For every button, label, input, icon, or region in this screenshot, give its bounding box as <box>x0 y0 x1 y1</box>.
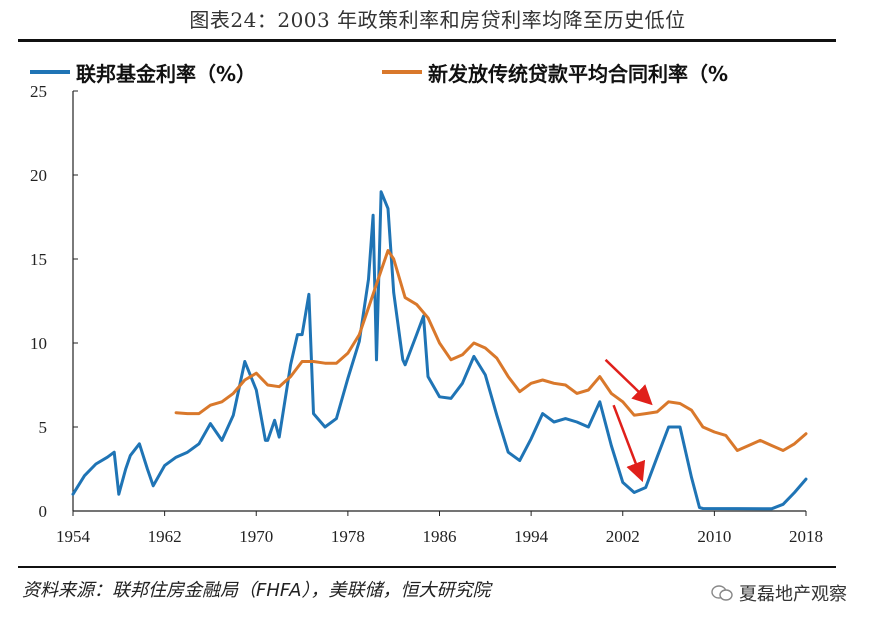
x-tick-label: 2010 <box>697 527 731 546</box>
y-tick-label: 15 <box>30 250 47 269</box>
chart-axes: 0 5 10 15 20 25 1954 1962 1970 1978 1986 1994 2002 20… <box>30 82 823 546</box>
chart-series <box>71 190 808 511</box>
legend-swatch-fed-funds <box>30 70 70 74</box>
legend-item-fed-funds: 联邦基金利率（%） <box>30 58 256 86</box>
legend-swatch-mortgage <box>382 70 422 74</box>
y-tick-label: 20 <box>30 166 47 185</box>
x-tick-label: 1986 <box>423 527 457 546</box>
title-rule <box>18 39 836 42</box>
x-tick-label: 1970 <box>239 527 273 546</box>
footer-rule <box>18 566 836 568</box>
y-tick-label: 0 <box>39 502 48 521</box>
legend-item-mortgage: 新发放传统贷款平均合同利率（% <box>382 58 728 86</box>
x-tick-label: 1978 <box>331 527 365 546</box>
x-tick-label: 2002 <box>606 527 640 546</box>
chart-annotations <box>604 358 653 483</box>
source-note: 资料来源：联邦住房金融局（FHFA），美联储，恒大研究院 <box>22 580 491 601</box>
y-tick-label: 25 <box>30 82 47 101</box>
x-tick-label: 2018 <box>789 527 823 546</box>
series-line-fed-funds <box>71 190 808 511</box>
annotation-arrow <box>604 358 653 406</box>
y-tick-label: 5 <box>39 418 48 437</box>
legend-label-fed-funds: 联邦基金利率（%） <box>76 61 257 86</box>
wechat-icon <box>711 585 733 601</box>
x-tick-label: 1954 <box>56 527 91 546</box>
series-line-mortgage <box>174 249 808 452</box>
chart-title: 图表24：2003 年政策利率和房贷利率均降至历史低位 <box>189 8 686 32</box>
x-tick-label: 1994 <box>514 527 549 546</box>
watermark-text: 夏磊地产观察 <box>739 584 847 605</box>
watermark: 夏磊地产观察 <box>711 580 847 606</box>
legend: 联邦基金利率（%） 新发放传统贷款平均合同利率（% <box>30 58 835 86</box>
y-tick-label: 10 <box>30 334 47 353</box>
annotation-arrow <box>612 404 646 483</box>
x-tick-label: 1962 <box>148 527 182 546</box>
legend-label-mortgage: 新发放传统贷款平均合同利率（% <box>428 61 729 86</box>
